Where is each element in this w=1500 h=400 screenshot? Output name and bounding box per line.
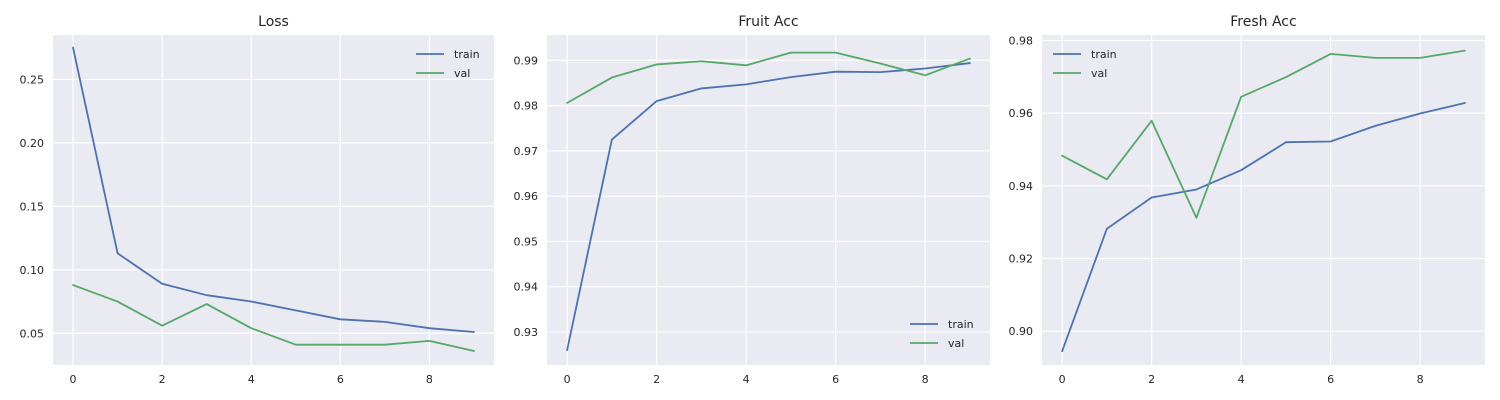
fresh-acc-legend-label-val: val xyxy=(1091,67,1107,80)
loss-legend-label-train: train xyxy=(454,48,480,61)
fresh-acc-x-tick-label: 2 xyxy=(1148,373,1155,386)
fresh-acc-y-tick-label: 0.96 xyxy=(1009,107,1034,120)
fresh-acc-plot-area xyxy=(1042,35,1485,365)
loss-y-tick-label: 0.25 xyxy=(20,73,45,86)
fresh-acc-title: Fresh Acc xyxy=(1230,14,1296,30)
loss-x-tick-label: 6 xyxy=(337,373,344,386)
fruit-acc-legend-label-train: train xyxy=(948,318,974,331)
fruit-acc-x-tick-label: 6 xyxy=(832,373,839,386)
fresh-acc-y-tick-label: 0.90 xyxy=(1009,325,1034,338)
fresh-acc-x-tick-label: 0 xyxy=(1059,373,1066,386)
loss-title: Loss xyxy=(258,14,289,30)
loss-x-tick-label: 8 xyxy=(426,373,433,386)
fruit-acc-y-tick-label: 0.93 xyxy=(514,326,539,339)
loss-x-tick-label: 4 xyxy=(248,373,255,386)
fruit-acc-chart: Fruit Acc 0 2 4 6 8 0.93 0.94 0.95 0.96 0.97 0.98 0.… xyxy=(514,14,990,386)
fresh-acc-legend-label-train: train xyxy=(1091,48,1117,61)
loss-legend: train val xyxy=(416,48,480,80)
fruit-acc-x-tick-label: 0 xyxy=(564,373,571,386)
fresh-acc-y-tick-label: 0.98 xyxy=(1009,34,1034,47)
fresh-acc-x-tick-label: 4 xyxy=(1238,373,1245,386)
loss-val-line xyxy=(72,284,475,352)
fruit-acc-x-tick-label: 2 xyxy=(653,373,660,386)
fresh-acc-y-tick-label: 0.94 xyxy=(1009,180,1034,193)
loss-y-tick-label: 0.05 xyxy=(20,327,45,340)
fresh-acc-chart: Fresh Acc 0 2 4 6 8 0.90 0.92 0.94 0.96 0.98 train v… xyxy=(1009,14,1485,386)
fruit-acc-y-tick-label: 0.95 xyxy=(514,235,539,248)
loss-y-tick-label: 0.10 xyxy=(20,264,45,277)
loss-y-tick-label: 0.15 xyxy=(20,200,45,213)
loss-y-tick-label: 0.20 xyxy=(20,137,45,150)
loss-x-tick-label: 2 xyxy=(159,373,166,386)
loss-legend-label-val: val xyxy=(454,67,470,80)
fruit-acc-val-line xyxy=(566,51,971,104)
loss-plot-area xyxy=(53,35,494,365)
fruit-acc-x-tick-label: 8 xyxy=(922,373,929,386)
fruit-acc-legend: train val xyxy=(910,318,974,350)
fruit-acc-title: Fruit Acc xyxy=(738,14,798,30)
fruit-acc-y-tick-label: 0.96 xyxy=(514,190,539,203)
fruit-acc-y-tick-label: 0.94 xyxy=(514,281,539,294)
fresh-acc-x-tick-label: 8 xyxy=(1417,373,1424,386)
fruit-acc-plot-area xyxy=(547,35,990,365)
fruit-acc-y-tick-label: 0.99 xyxy=(514,54,539,67)
fruit-acc-x-tick-label: 4 xyxy=(743,373,750,386)
fresh-acc-train-line xyxy=(1061,102,1466,353)
loss-x-tick-label: 0 xyxy=(70,373,77,386)
fruit-acc-y-tick-label: 0.97 xyxy=(514,145,539,158)
loss-chart: Loss 0 2 4 6 8 0.05 0.10 0.15 0.20 0.25 train val xyxy=(20,14,494,386)
fruit-acc-y-tick-label: 0.98 xyxy=(514,100,539,113)
fresh-acc-x-tick-label: 6 xyxy=(1327,373,1334,386)
fresh-acc-y-tick-label: 0.92 xyxy=(1009,253,1034,266)
fresh-acc-legend: train val xyxy=(1053,48,1117,80)
fruit-acc-legend-label-val: val xyxy=(948,337,964,350)
loss-train-line xyxy=(72,46,475,333)
fresh-acc-val-line xyxy=(1061,49,1466,219)
